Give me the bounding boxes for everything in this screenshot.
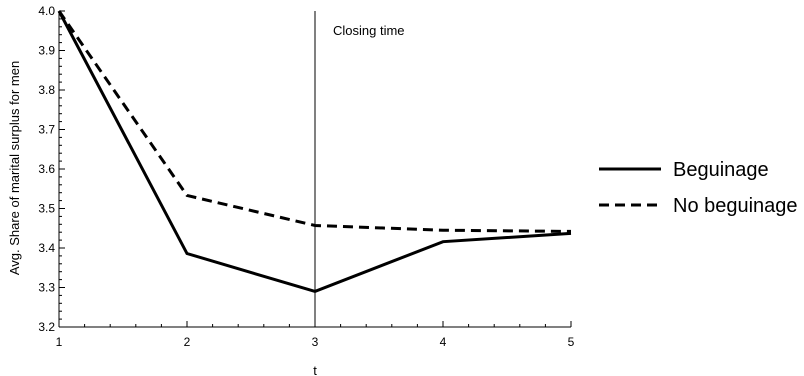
x-tick-label: 1 (56, 335, 63, 349)
x-tick-label: 5 (568, 335, 575, 349)
y-tick-label: 3.2 (38, 320, 55, 334)
series-lines (57, 10, 572, 294)
closing-time-label: Closing time (333, 23, 405, 38)
y-tick-label: 3.5 (38, 202, 55, 216)
y-axis-title: Avg. Share of marital surplus for men (7, 61, 22, 275)
x-axis-title: t (313, 363, 317, 376)
y-tick-label: 3.9 (38, 44, 55, 58)
y-tick-label: 3.7 (38, 123, 55, 137)
series-line-beguinage (57, 10, 572, 294)
series-line-no-beguinage (57, 10, 572, 233)
y-tick-label: 3.8 (38, 83, 55, 97)
legend-label: Beguinage (673, 159, 769, 181)
x-tick-label: 2 (184, 335, 191, 349)
y-tick-label: 3.6 (38, 162, 55, 176)
annotations: Closing time (314, 11, 405, 327)
y-tick-label: 3.3 (38, 281, 55, 295)
axes: 3.2 3.3 3.4 3.5 3.6 3.7 3.8 3.9 4.0 1 2 3 4 5 (38, 4, 574, 349)
y-tick-label: 4.0 (38, 4, 55, 18)
x-tick-label: 3 (312, 335, 319, 349)
y-tick-label: 3.4 (38, 241, 55, 255)
legend-label: No beguinage (673, 195, 798, 217)
x-tick-label: 4 (440, 335, 447, 349)
legend: Beguinage No beguinage (599, 159, 798, 217)
